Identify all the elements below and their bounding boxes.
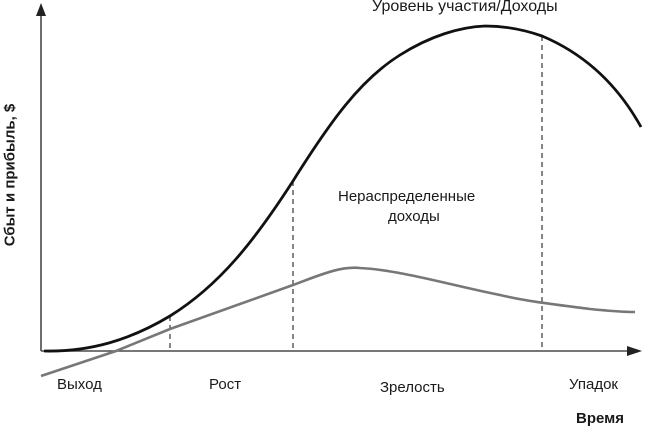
y-axis-arrow-icon bbox=[36, 3, 46, 16]
retained-earnings-label-line2: доходы bbox=[388, 208, 440, 225]
phase-label-growth: Рост bbox=[209, 376, 242, 393]
phase-label-introduction: Выход bbox=[57, 376, 102, 393]
y-axis-label-text: Сбыт и прибыль, $ bbox=[1, 103, 19, 247]
revenue-curve bbox=[43, 24, 643, 353]
revenue-curve-label: Уровень участия/Доходы bbox=[372, 0, 558, 15]
retained-earnings-curve bbox=[40, 266, 636, 378]
x-axis-arrow-icon bbox=[627, 346, 642, 356]
retained-earnings-label-line1: Нераспределенные bbox=[338, 188, 476, 205]
x-axis-label: Время bbox=[576, 410, 624, 427]
phase-label-maturity: Зрелость bbox=[380, 379, 445, 396]
phase-label-decline: Упадок bbox=[569, 376, 618, 393]
